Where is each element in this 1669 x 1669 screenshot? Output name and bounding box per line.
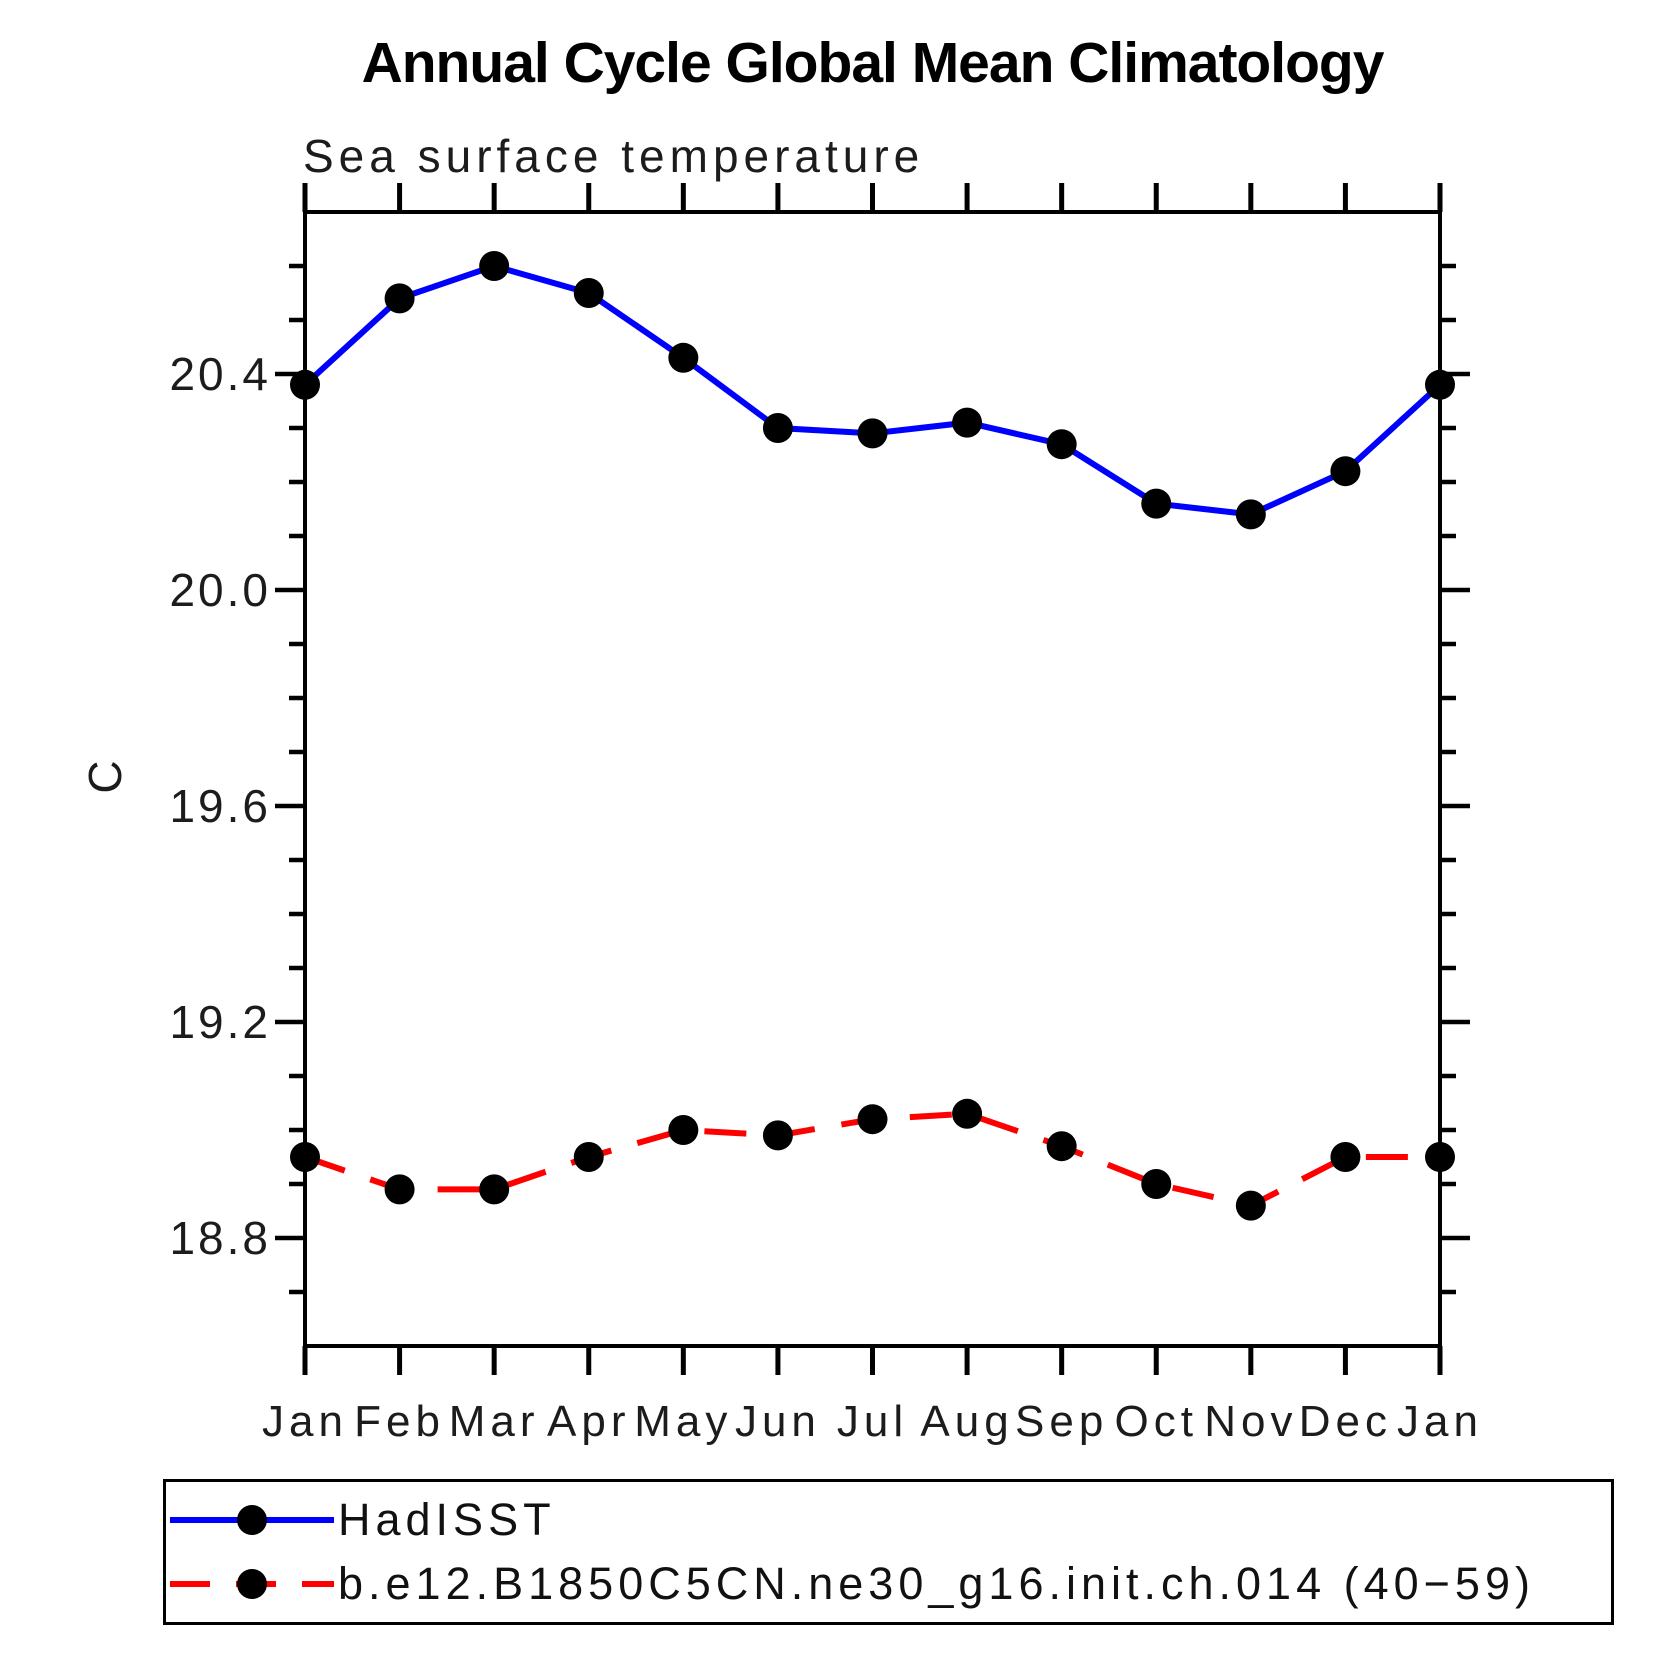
legend-line-sample-solid	[170, 1505, 334, 1536]
series-1-marker	[290, 1142, 320, 1172]
x-tick-label: Jan	[1397, 1397, 1483, 1446]
series-1-marker	[1330, 1142, 1361, 1172]
legend-label-hadisst: HadISST	[338, 1494, 556, 1546]
series-1-marker	[857, 1104, 888, 1135]
x-tick-label: May	[634, 1397, 732, 1446]
x-tick-label: Aug	[920, 1397, 1013, 1446]
series-0-marker	[857, 418, 888, 449]
series-line-0	[302, 262, 1443, 518]
series-0-marker	[1046, 429, 1077, 460]
series-0-marker	[384, 283, 415, 314]
x-tick-label: Sep	[1015, 1397, 1108, 1446]
y-tick-label: 20.4	[169, 348, 271, 400]
series-1-marker	[479, 1174, 510, 1205]
series-1-marker	[1235, 1190, 1266, 1221]
series-1-marker	[384, 1174, 415, 1205]
y-tick-label: 19.6	[169, 780, 271, 832]
plot-frame	[303, 210, 1442, 1348]
series-1-marker	[573, 1142, 604, 1172]
series-0-marker	[762, 413, 793, 443]
y-tick-label: 19.2	[169, 996, 271, 1048]
series-0-marker	[1330, 456, 1361, 487]
x-tick-label: Jul	[837, 1397, 908, 1446]
legend-label-model: b.e12.B1850C5CN.ne30_g16.init.ch.014 (40…	[338, 1557, 1535, 1609]
legend-item-hadisst: HadISST	[166, 1494, 1611, 1546]
x-tick-label: Mar	[449, 1397, 540, 1446]
x-tick-label: Apr	[547, 1397, 630, 1446]
x-tick-label: Dec	[1299, 1397, 1392, 1446]
series-1-marker	[952, 1098, 983, 1129]
x-tick-label: Feb	[354, 1397, 445, 1446]
series-0-marker	[290, 369, 320, 400]
chart-title: Annual Cycle Global Mean Climatology	[361, 31, 1385, 95]
series-0-marker	[1235, 499, 1266, 530]
series-0-marker	[573, 278, 604, 308]
series-1-marker	[1425, 1142, 1455, 1172]
x-tick-label: Nov	[1204, 1397, 1297, 1446]
series-1-marker	[1141, 1169, 1172, 1199]
series-0-marker	[668, 342, 699, 373]
series-1-marker	[762, 1120, 793, 1151]
legend-item-model: b.e12.B1850C5CN.ne30_g16.init.ch.014 (40…	[166, 1557, 1611, 1609]
x-tick-label: Oct	[1115, 1397, 1198, 1446]
y-tick-label: 20.0	[169, 564, 271, 616]
series-0-marker	[1425, 369, 1455, 400]
legend: HadISST b.e12.B1850C5CN.ne30_g16.init.ch…	[163, 1479, 1614, 1625]
legend-line-sample-dashed	[170, 1568, 334, 1599]
y-tick-label: 18.8	[169, 1212, 271, 1264]
series-0-marker	[952, 407, 983, 438]
series-1-marker	[1046, 1131, 1077, 1162]
series-1-marker	[668, 1115, 699, 1145]
chart-subtitle: Sea surface temperature	[303, 130, 925, 182]
series-0-marker	[479, 251, 510, 281]
x-tick-label: Jun	[735, 1397, 821, 1446]
series-0-marker	[1141, 488, 1172, 519]
x-tick-label: Jan	[262, 1397, 348, 1446]
